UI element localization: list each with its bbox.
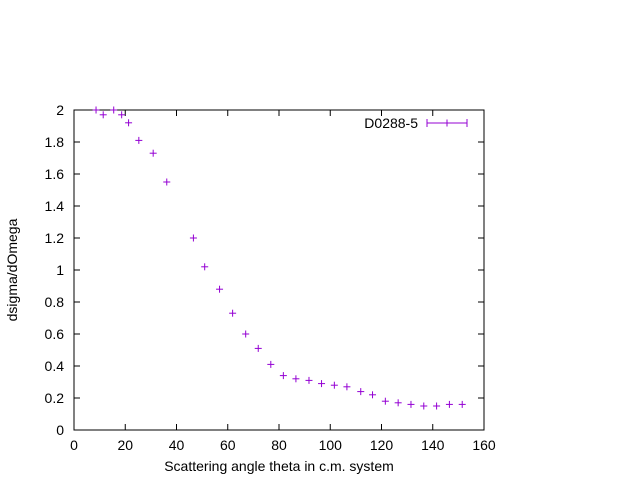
x-tick-label: 160 xyxy=(472,437,496,453)
data-point xyxy=(267,360,275,368)
x-tick-label: 80 xyxy=(271,437,287,453)
x-tick-label: 0 xyxy=(70,437,78,453)
data-point xyxy=(305,376,313,384)
data-point xyxy=(381,397,389,405)
data-point xyxy=(92,106,100,114)
y-tick-label: 1.2 xyxy=(45,230,65,246)
data-point xyxy=(125,119,133,127)
y-tick-label: 0.8 xyxy=(45,294,65,310)
x-axis-label: Scattering angle theta in c.m. system xyxy=(164,458,394,474)
y-tick-label: 1.8 xyxy=(45,134,65,150)
data-point xyxy=(149,149,157,157)
x-tick-label: 120 xyxy=(370,437,394,453)
y-tick-label: 0 xyxy=(56,422,64,438)
data-point xyxy=(189,234,197,242)
data-point xyxy=(163,178,171,186)
y-tick-label: 0.2 xyxy=(45,390,65,406)
y-tick-label: 0.4 xyxy=(45,358,65,374)
data-point xyxy=(330,381,338,389)
x-tick-label: 20 xyxy=(117,437,133,453)
points-layer xyxy=(92,106,466,410)
data-point xyxy=(420,402,428,410)
data-point xyxy=(229,309,237,317)
data-point xyxy=(369,391,377,399)
data-point xyxy=(216,285,224,293)
data-point xyxy=(135,136,143,144)
data-point xyxy=(445,400,453,408)
x-tick-label: 60 xyxy=(220,437,236,453)
y-tick-label: 0.6 xyxy=(45,326,65,342)
data-point xyxy=(458,400,466,408)
data-point xyxy=(292,375,300,383)
plot-frame xyxy=(73,109,485,431)
y-tick-label: 2 xyxy=(56,102,64,118)
data-point xyxy=(201,263,209,271)
data-point xyxy=(110,106,118,114)
y-tick-label: 1.6 xyxy=(45,166,65,182)
data-point xyxy=(433,402,441,410)
data-point xyxy=(118,111,126,119)
data-point xyxy=(343,383,351,391)
data-point xyxy=(318,380,326,388)
legend-sample xyxy=(426,119,468,127)
data-point xyxy=(394,399,402,407)
legend-label: D0288-5 xyxy=(364,115,418,131)
data-point xyxy=(407,400,415,408)
y-tick-label: 1.4 xyxy=(45,198,65,214)
data-point xyxy=(242,330,250,338)
y-axis-label: dsigma/dOmega xyxy=(4,218,20,321)
data-point xyxy=(357,388,365,396)
data-point xyxy=(254,344,262,352)
ticks-layer: 0 20 40 60 80 100 120 140 160 0 0.2 0.4 0.6 0.8 1 1.2 1.… xyxy=(45,102,496,453)
y-tick-label: 1 xyxy=(56,262,64,278)
x-tick-label: 40 xyxy=(169,437,185,453)
data-point xyxy=(99,111,107,119)
x-tick-label: 100 xyxy=(319,437,343,453)
data-point xyxy=(279,372,287,380)
x-tick-label: 140 xyxy=(421,437,445,453)
legend: D0288-5 xyxy=(364,115,468,131)
